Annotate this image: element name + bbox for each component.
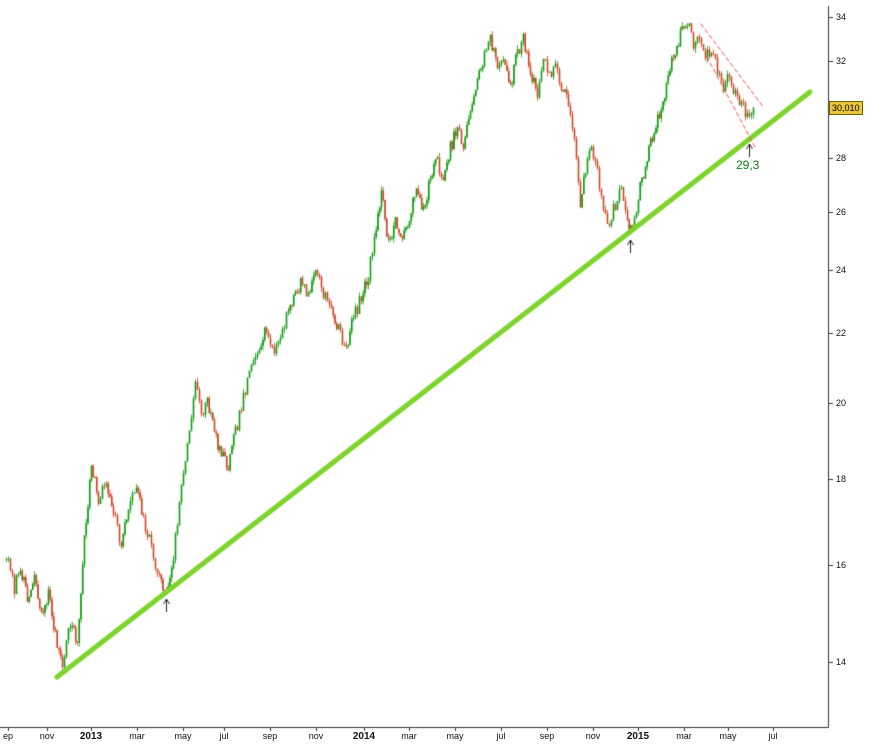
month-tick-label: mar xyxy=(676,731,692,741)
month-tick-label: jul xyxy=(496,731,506,741)
month-tick-label: jul xyxy=(768,731,778,741)
price-tick-label: 24 xyxy=(836,265,847,276)
price-tick-label: 26 xyxy=(836,207,847,217)
price-tick-label: 34 xyxy=(836,12,847,22)
year-tick-label: 2014 xyxy=(352,731,376,742)
month-tick-label: sep xyxy=(539,731,555,741)
month-tick-label: may xyxy=(174,731,192,741)
month-tick-label: sep xyxy=(262,731,278,741)
month-tick-label: nov xyxy=(308,731,324,741)
price-tick-label: 18 xyxy=(836,474,847,485)
year-tick-label: 2013 xyxy=(79,731,103,742)
month-tick-label: nov xyxy=(39,731,55,741)
month-tick-label: mar xyxy=(129,731,145,741)
last-price-value: 30,010 xyxy=(832,103,860,113)
month-tick-label: mar xyxy=(401,731,417,741)
month-tick-label: nov xyxy=(585,731,601,741)
price-tick-label: 20 xyxy=(836,397,847,408)
year-tick-label: 2015 xyxy=(626,731,650,742)
month-tick-label: may xyxy=(446,731,464,741)
price-tick-label: 22 xyxy=(836,328,847,339)
month-tick-label: ep xyxy=(2,731,13,741)
month-tick-label: jul xyxy=(219,731,229,741)
price-tick-label: 32 xyxy=(836,56,847,67)
trendline-value-text: 29,3 xyxy=(736,158,760,172)
trendline-value-annotation: 29,3 xyxy=(736,158,759,172)
month-tick-label: may xyxy=(719,731,737,741)
last-price-marker: 30,010 xyxy=(829,101,863,115)
price-tick-label: 14 xyxy=(836,657,847,667)
price-tick-label: 16 xyxy=(836,559,847,570)
price-tick-label: 28 xyxy=(836,153,847,164)
